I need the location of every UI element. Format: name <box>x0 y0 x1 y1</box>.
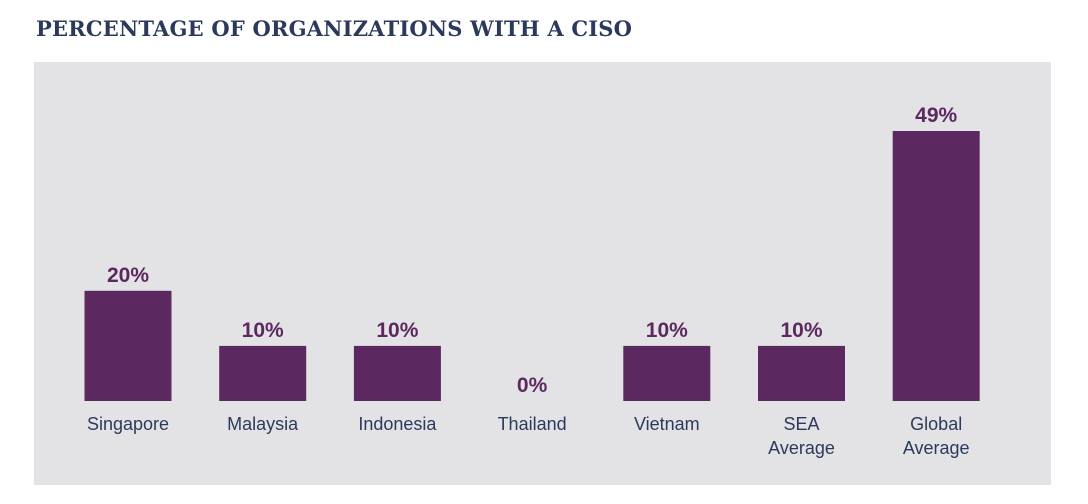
category-label: Global Average <box>903 414 970 458</box>
value-label: 20% <box>107 264 149 287</box>
bar-global-average <box>892 131 980 401</box>
bar-indonesia <box>353 345 441 401</box>
category-label: Indonesia <box>358 414 437 434</box>
bar-malaysia <box>219 345 307 401</box>
category-label: Malaysia <box>227 414 299 434</box>
value-label: 10% <box>242 319 284 342</box>
bar-sea-average <box>758 345 845 401</box>
plot-area: 20% Singapore 10% Malaysia 10% Indonesia 0% Tha… <box>34 62 1051 485</box>
category-label: Vietnam <box>634 414 700 434</box>
value-label: 10% <box>376 319 418 342</box>
category-label: Thailand <box>498 414 567 434</box>
category-label: SEA Average <box>768 414 835 458</box>
bar-chart: 20% Singapore 10% Malaysia 10% Indonesia 0% Tha… <box>84 104 980 458</box>
value-label: 0% <box>517 374 548 397</box>
value-label: 49% <box>915 104 957 127</box>
category-label: Singapore <box>87 414 169 434</box>
value-label: 10% <box>780 319 822 342</box>
bar-singapore <box>84 290 172 401</box>
bar-vietnam <box>623 345 711 401</box>
chart-title: PERCENTAGE OF ORGANIZATIONS WITH A CISO <box>36 16 633 41</box>
value-label: 10% <box>646 319 688 342</box>
